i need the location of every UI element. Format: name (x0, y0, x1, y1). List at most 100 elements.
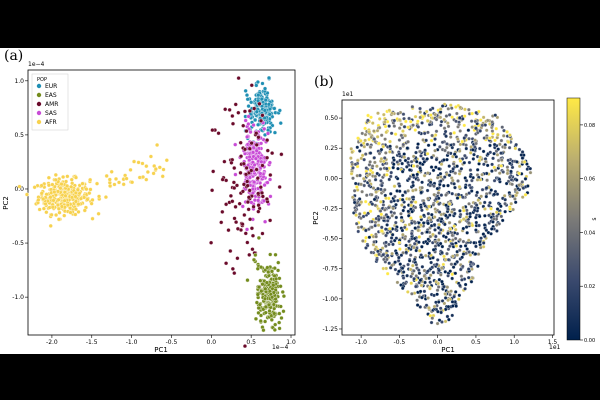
scatter-point-afr (36, 197, 41, 202)
scatter-point (452, 131, 457, 135)
scatter-point (476, 252, 481, 256)
scatter-point (446, 124, 451, 129)
scatter-point (494, 223, 499, 227)
scatter-point (418, 305, 423, 309)
scatter-point (373, 174, 378, 179)
scatter-point (452, 207, 457, 212)
a-xtick-label: -0.5 (166, 339, 178, 346)
scatter-point-amr (210, 128, 215, 133)
scatter-point (353, 162, 358, 167)
scatter-point (446, 121, 450, 125)
scatter-point (406, 209, 411, 214)
scatter-point-amr (234, 220, 239, 225)
scatter-point-eas (258, 313, 264, 318)
scatter-point-afr (55, 189, 61, 194)
colorbar-tick-label: 0.04 (584, 230, 595, 236)
legend-label-amr: AMR (45, 101, 58, 108)
scatter-point-afr (52, 189, 57, 195)
scatter-point (419, 283, 424, 288)
scatter-point-amr (256, 203, 261, 208)
scatter-point (360, 153, 365, 158)
scatter-point (439, 266, 444, 270)
scatter-point (400, 169, 405, 174)
scatter-point (464, 178, 469, 183)
scatter-point-afr (104, 173, 109, 179)
scatter-point (385, 271, 390, 276)
scatter-point-amr (232, 271, 237, 276)
scatter-point-eas (279, 315, 284, 321)
scatter-point (446, 298, 450, 303)
scatter-point (500, 125, 505, 130)
scatter-point-amr (233, 102, 238, 107)
scatter-point (450, 233, 455, 238)
scatter-point (397, 184, 402, 188)
scatter-point (450, 299, 455, 304)
scatter-point (428, 218, 433, 222)
scatter-point (369, 115, 373, 120)
scatter-point (497, 171, 502, 176)
scatter-point (408, 119, 413, 124)
scatter-point (393, 227, 398, 232)
scatter-point (432, 192, 437, 197)
scatter-point (443, 319, 448, 324)
scatter-point-eas (271, 283, 276, 288)
scatter-point (522, 160, 527, 164)
scatter-point (474, 220, 479, 225)
scatter-point (411, 154, 416, 159)
scatter-point-afr (96, 194, 102, 199)
scatter-point (419, 154, 423, 158)
scatter-point (478, 245, 483, 250)
scatter-point (432, 215, 437, 219)
scatter-point (465, 247, 469, 251)
scatter-point (447, 113, 452, 117)
scatter-point (497, 177, 502, 182)
scatter-point (372, 137, 377, 141)
scatter-point (444, 134, 448, 139)
scatter-point-eur (253, 117, 258, 123)
scatter-point (520, 180, 525, 184)
scatter-point-amr (245, 240, 250, 245)
scatter-point (448, 269, 453, 273)
scatter-point (490, 162, 494, 167)
scatter-point (464, 146, 469, 151)
scatter-point (382, 156, 387, 160)
scatter-point (418, 106, 422, 111)
scatter-point-afr (56, 206, 61, 211)
scatter-point-amr (230, 266, 235, 271)
scatter-point-eas (251, 257, 257, 262)
scatter-point (496, 147, 501, 151)
scatter-point-amr (258, 185, 263, 190)
scatter-point (382, 187, 387, 192)
scatter-point (401, 232, 405, 237)
b-ytick-label: -1.00 (322, 296, 338, 303)
scatter-point (480, 172, 484, 177)
scatter-point-eas (255, 292, 260, 297)
a-xtick-label: 0.5 (246, 339, 256, 346)
scatter-point (456, 179, 460, 183)
scatter-point-afr (73, 194, 78, 199)
scatter-point-eas (266, 269, 271, 275)
scatter-point (416, 268, 421, 272)
scatter-point (488, 136, 492, 140)
scatter-point (430, 265, 435, 270)
scatter-point (390, 232, 395, 237)
scatter-point (431, 168, 436, 173)
scatter-point (434, 117, 439, 122)
scatter-point (425, 241, 430, 246)
panel-a-y-offset: 1e−4 (28, 61, 45, 68)
scatter-point (470, 111, 475, 116)
scatter-point (463, 185, 468, 190)
scatter-point (426, 143, 431, 148)
scatter-point (433, 165, 438, 170)
legend-marker-eur (36, 83, 42, 89)
scatter-point-amr (270, 151, 275, 156)
scatter-point (409, 231, 414, 236)
panel-b: (b) 1e1 1e1 PC1 PC2 -1.0 -0.5 0.0 0.5 1.0 1.5… (312, 74, 598, 354)
scatter-point-amr (216, 131, 221, 136)
scatter-point-eas (272, 266, 277, 271)
scatter-point (474, 126, 478, 131)
scatter-point (487, 203, 491, 208)
scatter-point-afr (57, 210, 62, 215)
scatter-point (411, 123, 415, 128)
